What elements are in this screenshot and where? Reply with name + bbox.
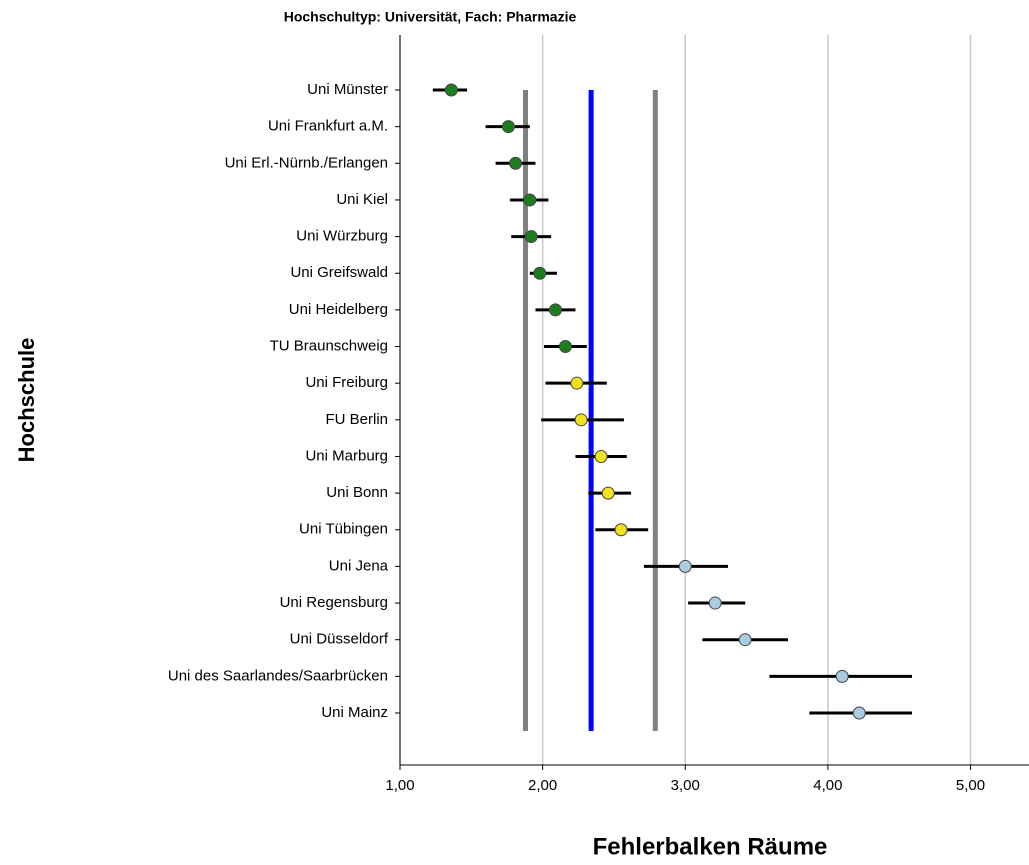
y-tick-label: Uni Frankfurt a.M. — [268, 118, 388, 135]
chart-title: Hochschultyp: Universität, Fach: Pharmaz… — [284, 9, 577, 25]
y-tick-label: Uni Freiburg — [305, 374, 388, 391]
point — [835, 669, 849, 683]
y-tick-label: Uni Bonn — [326, 484, 388, 501]
y-tick-label: Uni Würzburg — [296, 228, 388, 245]
point — [738, 633, 752, 647]
y-tick-label: Uni Kiel — [336, 191, 388, 208]
point — [444, 83, 458, 97]
y-tick-label: Uni Mainz — [321, 704, 388, 721]
y-tick-label: Uni Tübingen — [299, 521, 388, 538]
y-tick-label: Uni Heidelberg — [289, 301, 388, 318]
x-tick-label: 4,00 — [813, 777, 842, 794]
point — [523, 193, 537, 207]
x-axis-label: Fehlerbalken Räume — [593, 833, 828, 860]
y-tick-label: Uni Greifswald — [290, 264, 388, 281]
y-tick-label: Uni Münster — [307, 81, 388, 98]
point — [678, 559, 692, 573]
point — [601, 486, 615, 500]
y-tick-label: Uni Regensburg — [280, 594, 388, 611]
point — [501, 120, 515, 134]
y-tick-label: Uni Jena — [329, 557, 389, 574]
point — [852, 706, 866, 720]
point — [708, 596, 722, 610]
point — [558, 340, 572, 354]
x-tick-label: 1,00 — [385, 777, 414, 794]
point — [574, 413, 588, 427]
point — [533, 266, 547, 280]
point — [594, 449, 608, 463]
point — [570, 376, 584, 390]
x-tick-label: 3,00 — [671, 777, 700, 794]
y-axis-label: Hochschule — [14, 338, 39, 463]
point — [509, 156, 523, 170]
point — [524, 230, 538, 244]
x-tick-label: 2,00 — [528, 777, 557, 794]
point — [614, 523, 628, 537]
y-tick-label: Uni des Saarlandes/Saarbrücken — [168, 667, 388, 684]
y-tick-label: Uni Erl.-Nürnb./Erlangen — [225, 154, 388, 171]
y-tick-label: Uni Düsseldorf — [290, 631, 389, 648]
y-tick-label: TU Braunschweig — [270, 337, 388, 354]
y-tick-label: FU Berlin — [325, 411, 388, 428]
x-tick-label: 5,00 — [956, 777, 985, 794]
y-tick-label: Uni Marburg — [305, 447, 388, 464]
point — [548, 303, 562, 317]
